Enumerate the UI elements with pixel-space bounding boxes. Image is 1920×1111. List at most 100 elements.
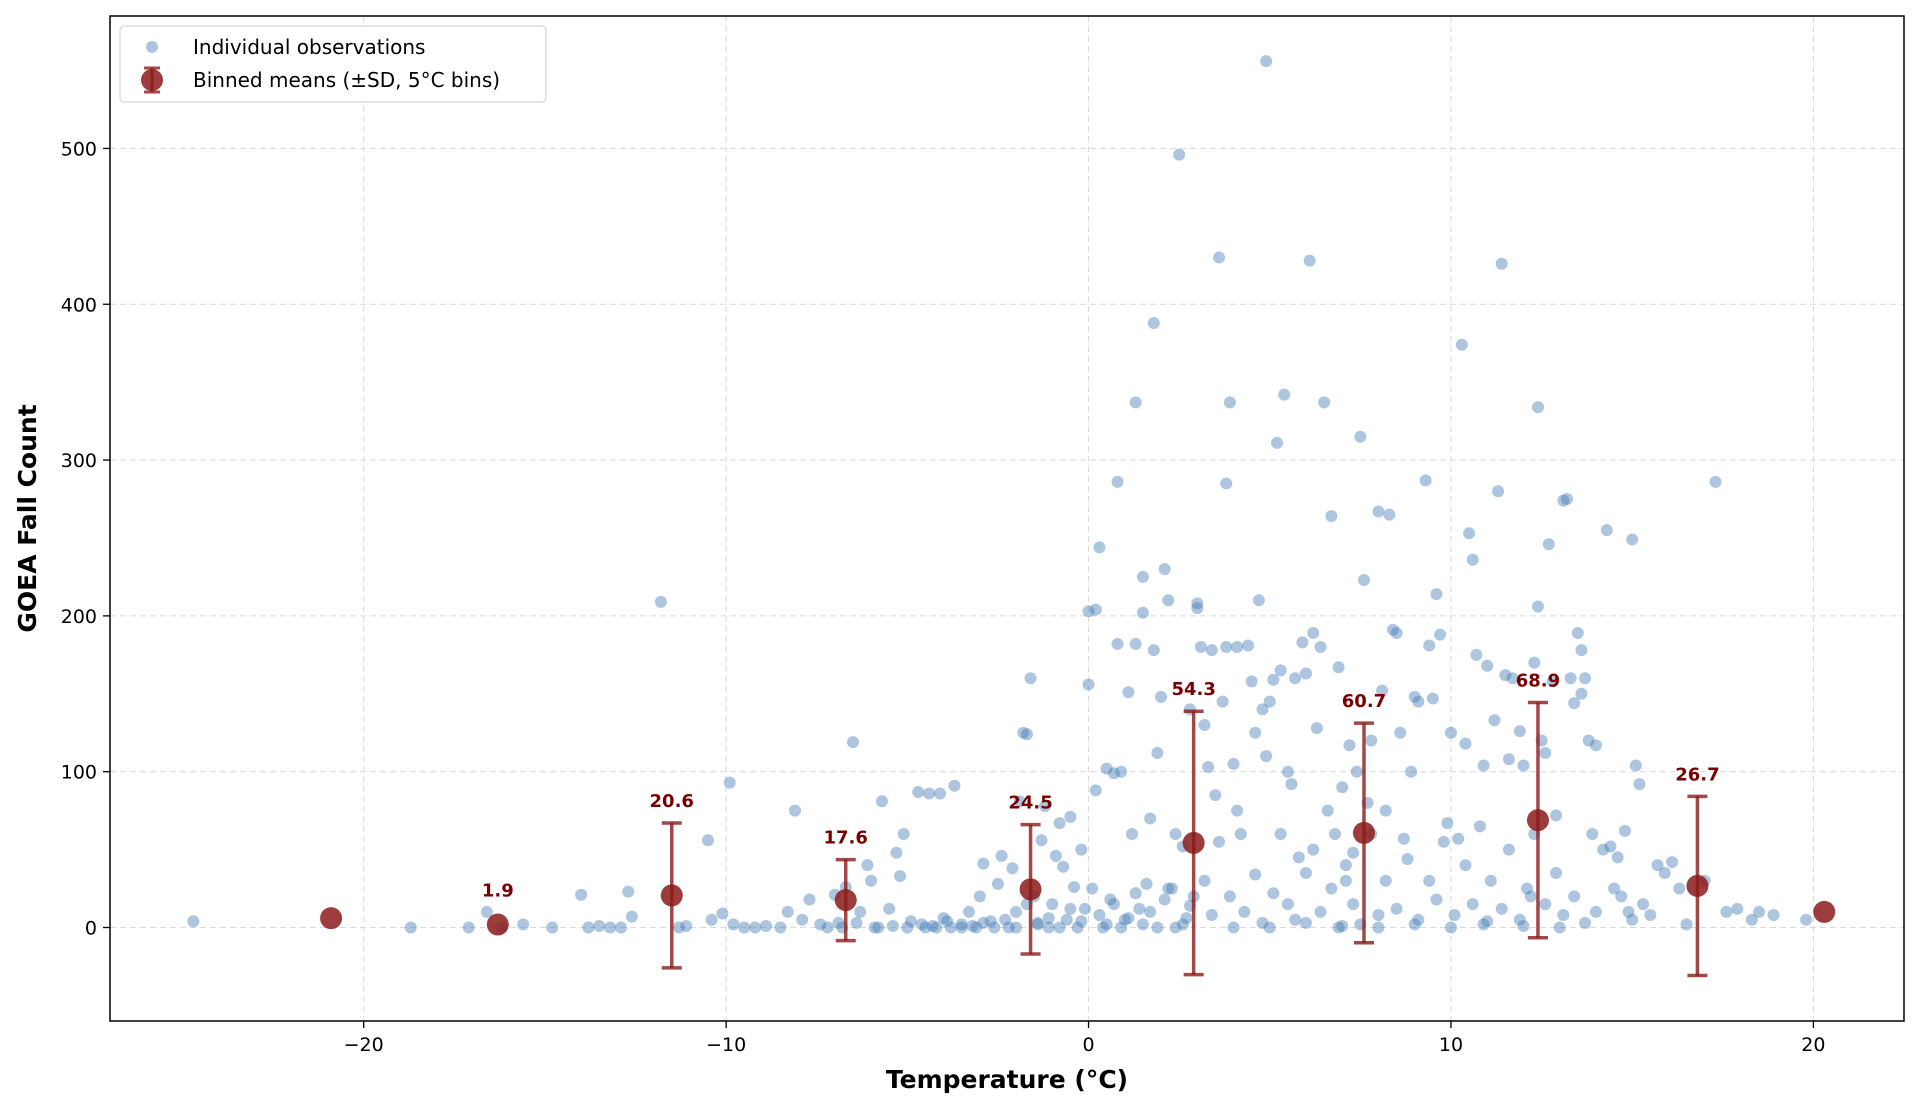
observation-point [1231,804,1244,817]
legend-box [119,25,547,103]
observation-point [1191,602,1204,615]
observation-point [1020,728,1033,741]
observation-point [1093,909,1106,922]
observation-point [1637,898,1650,911]
observation-point [1089,603,1102,616]
observation-point [705,913,718,926]
observation-point [1524,890,1537,903]
mean-point [1352,821,1375,844]
observation-point [915,918,928,931]
mean-point [1182,831,1205,854]
observation-point [1223,890,1236,903]
observation-point [1611,851,1624,864]
observation-point [1680,918,1693,931]
observation-point [1205,644,1218,657]
observation-point [1057,860,1070,873]
observation-point [1242,639,1255,652]
observation-point [1564,672,1577,685]
observation-point [1597,843,1610,856]
observation-point [1615,890,1628,903]
observation-point [988,921,1001,934]
observation-point [1629,759,1642,772]
observation-point [1582,734,1595,747]
observation-point [1731,902,1744,915]
observation-point [977,857,990,870]
observation-point [1477,759,1490,772]
observation-point [1227,921,1240,934]
observation-point [1666,856,1679,869]
observation-point [1274,664,1287,677]
observation-point [1448,909,1461,922]
observation-point [1271,436,1284,449]
observation-point [1528,656,1541,669]
gridlines [110,16,1904,1021]
observation-point [1267,673,1280,686]
observation-point [1035,834,1048,847]
mean-value-label: 17.6 [824,828,868,849]
observation-point [1441,817,1454,830]
observation-point [1292,851,1305,864]
observation-point [1430,588,1443,601]
observation-point [1249,726,1262,739]
observation-point [1281,898,1294,911]
observation-point [1191,597,1204,610]
observation-points [187,55,1813,934]
observation-point [1531,401,1544,414]
observation-point [1390,627,1403,640]
observation-point [1093,541,1106,554]
observation-point [1010,921,1023,934]
observation-point [1031,916,1044,929]
observation-point [1111,475,1124,488]
observation-point [955,921,968,934]
observation-point [1289,913,1302,926]
observation-point [1557,909,1570,922]
observation-point [1357,574,1370,587]
observation-point [1300,916,1312,929]
observation-point [1046,898,1059,911]
observation-point [1575,687,1588,700]
mean-value-label: 68.9 [1516,671,1560,692]
observation-point [1140,877,1153,890]
observation-point [984,915,997,928]
observation-point [1502,843,1515,856]
observation-point [1339,874,1352,887]
observation-point [1238,905,1251,918]
legend: Individual observations Binned means (±S… [119,25,547,103]
x-axis-title: Temperature (°C) [886,1065,1128,1094]
observation-point [788,804,801,817]
observation-point [615,921,628,934]
observation-point [1129,396,1142,409]
y-tick-label: 300 [61,450,97,472]
observation-point [1481,659,1494,672]
observation-point [1263,695,1276,708]
observation-point [962,905,975,918]
observation-point [1423,639,1436,652]
observation-point [1310,722,1323,735]
y-tick-label: 100 [61,762,97,784]
observation-point [1401,852,1414,865]
observation-point [1231,641,1244,654]
observation-point [1481,915,1494,928]
observation-point [1513,913,1526,926]
observation-point [1064,902,1077,915]
observation-point [1658,866,1671,879]
legend-observations-label: Individual observations [193,35,425,59]
observation-point [1017,726,1030,739]
observation-point [1423,874,1436,887]
observation-point [1205,909,1218,922]
legend-means-label: Binned means (±SD, 5°C bins) [193,68,500,92]
observation-point [625,910,638,923]
observation-point [1010,905,1023,918]
observation-point [1198,874,1211,887]
observation-point [1379,804,1392,817]
observation-point [1278,388,1291,401]
observation-point [1126,828,1139,841]
observation-point [832,916,845,929]
mean-point [486,913,509,936]
observation-point [1484,874,1497,887]
observation-point [1437,835,1450,848]
observation-point [1314,641,1327,654]
observation-point [1600,524,1613,537]
observation-point [1459,737,1472,750]
